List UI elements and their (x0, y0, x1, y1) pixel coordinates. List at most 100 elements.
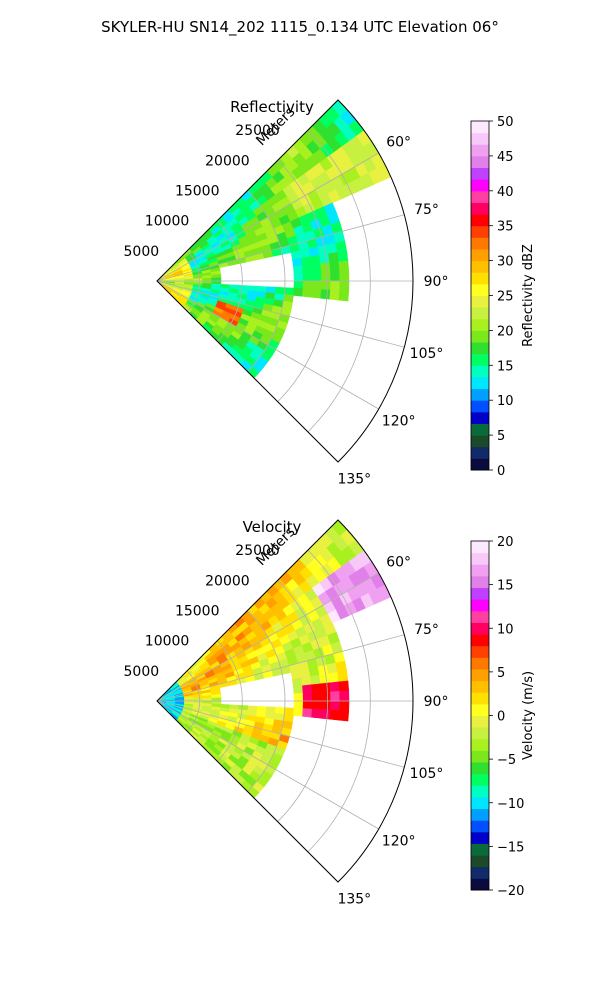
colorbar-swatch (471, 121, 489, 134)
field-cell (329, 261, 340, 273)
colorbar-swatch (471, 785, 489, 798)
colorbar-swatch (471, 680, 489, 693)
colorbar-tick-label: 5 (497, 666, 505, 681)
field-cell (293, 287, 304, 297)
colorbar-swatch (471, 272, 489, 285)
colorbar-swatch (471, 388, 489, 401)
colorbar-swatch (471, 564, 489, 577)
colorbar-swatch (471, 657, 489, 670)
azimuth-spoke (156, 634, 405, 702)
colorbar-swatch (471, 260, 489, 273)
colorbar-swatch (471, 446, 489, 459)
colorbar-swatch (471, 634, 489, 647)
field-cell (293, 685, 304, 695)
range-tick-label: 20000 (205, 153, 250, 169)
field-cell (330, 700, 341, 711)
field-cell (321, 280, 332, 291)
field-cell (321, 700, 332, 711)
azimuth-tick-label: 135° (337, 471, 371, 487)
colorbar-swatch (471, 587, 489, 600)
azimuth-tick-label: 90° (424, 274, 449, 290)
colorbar: 0 5 10 15 20 25 30 35 40 45 50 Reflectivity dBZ (470, 115, 536, 479)
azimuth-tick-label: 75° (414, 202, 439, 218)
field-cell (319, 253, 331, 265)
colorbar-swatch (471, 727, 489, 740)
field-cell (293, 280, 304, 289)
field-cell (335, 660, 347, 673)
field-cell (302, 700, 313, 710)
azimuth-spoke (156, 572, 379, 702)
panel-reflectivity: 5000 10000 15000 20000 25000 60° 75° 90° 105° 120… (124, 98, 536, 487)
field-cell (330, 271, 341, 282)
field-cell (329, 681, 340, 693)
azimuth-tick-label: 60° (386, 134, 411, 150)
field-cell (338, 290, 350, 302)
field-cell (310, 674, 322, 686)
colorbar-swatch (471, 237, 489, 250)
field-cell (293, 273, 304, 282)
azimuth-spoke (156, 700, 379, 830)
colorbar-swatch (471, 575, 489, 589)
colorbar-tick-label: 20 (497, 324, 514, 339)
sector-outline (156, 519, 414, 883)
colorbar-swatch (471, 878, 489, 891)
figure-suptitle: SKYLER-HU SN14_202 1115_0.134 UTC Elevat… (101, 18, 499, 37)
field-cell (311, 708, 322, 719)
colorbar-swatch (471, 703, 489, 716)
azimuth-spoke (156, 214, 405, 282)
colorbar-tick-label: −20 (497, 884, 524, 899)
field-cell (292, 677, 303, 687)
colorbar-swatch (471, 645, 489, 658)
azimuth-spoke (156, 280, 379, 410)
colorbar-swatch (471, 866, 489, 879)
colorbar-swatch (471, 376, 489, 390)
field-cell (211, 697, 222, 702)
colorbar-tick-label: 35 (497, 220, 514, 235)
colorbar-swatch (471, 190, 489, 203)
azimuth-tick-label: 120° (382, 834, 416, 850)
colorbar-swatch (471, 541, 489, 554)
colorbar-swatch (471, 423, 489, 436)
field-cell (330, 280, 341, 291)
colorbar-swatch (471, 855, 489, 868)
colorbar-swatch (471, 342, 489, 355)
azimuth-spoke (156, 152, 379, 282)
field-cell (337, 670, 349, 683)
colorbar-swatch (471, 808, 489, 821)
colorbar-swatch (471, 458, 489, 471)
colorbar-swatch (471, 283, 489, 296)
colorbar-swatch (471, 400, 489, 413)
field-cell (211, 277, 222, 282)
field-cell (328, 672, 340, 684)
colorbar-swatch (471, 552, 489, 565)
field-cell (302, 272, 313, 282)
colorbar-label: Reflectivity dBZ (521, 244, 536, 347)
field-cell (202, 277, 213, 282)
azimuth-tick-label: 105° (410, 346, 444, 362)
colorbar-swatch (471, 738, 489, 751)
field-cell (293, 693, 304, 702)
colorbar-swatch (471, 773, 489, 786)
panel-title: Reflectivity (230, 98, 314, 116)
data-field (157, 99, 392, 379)
colorbar-tick-label: 25 (497, 290, 514, 305)
colorbar-swatch (471, 155, 489, 169)
colorbar-tick-label: 10 (497, 394, 514, 409)
colorbar-swatch (471, 622, 489, 635)
field-cell (335, 240, 347, 253)
field-cell (311, 272, 322, 282)
colorbar-swatch (471, 179, 489, 192)
colorbar-swatch (471, 843, 489, 856)
field-cell (311, 263, 322, 274)
field-cell (302, 264, 313, 274)
colorbar-tick-label: 45 (497, 150, 514, 165)
field-cell (302, 684, 313, 694)
field-cell (302, 708, 313, 718)
range-tick-label: 25000 (235, 543, 280, 559)
colorbar-tick-label: 40 (497, 185, 514, 200)
colorbar-swatch (471, 330, 489, 343)
colorbar-tick-label: 20 (497, 535, 514, 550)
range-tick-label: 10000 (145, 214, 190, 230)
field-cell (329, 709, 340, 721)
